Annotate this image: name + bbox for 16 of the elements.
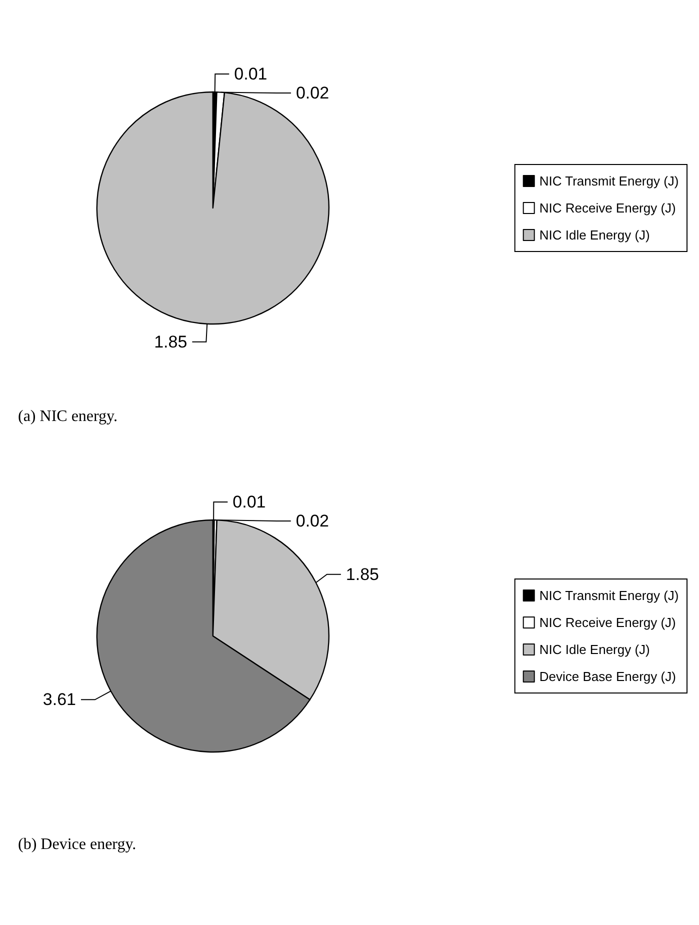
text: (b) Device energy. xyxy=(17,836,138,854)
legend-label: NIC Idle Energy (J) xyxy=(539,228,650,242)
text: (a) NIC energy. xyxy=(17,408,119,426)
legend-label: NIC Idle Energy (J) xyxy=(539,642,650,657)
legend-label: Device Base Energy (J) xyxy=(539,669,676,684)
legend-label: NIC Transmit Energy (J) xyxy=(539,588,679,603)
legend-label: NIC Receive Energy (J) xyxy=(539,200,676,216)
data-label: 0.02 xyxy=(296,512,329,530)
data-label: 0.01 xyxy=(234,64,268,84)
data-label: 0.02 xyxy=(296,84,330,103)
data-label: 0.01 xyxy=(232,492,266,512)
data-label: 1.85 xyxy=(154,332,188,352)
data-label: 3.61 xyxy=(42,690,76,710)
legend-label: NIC Receive Energy (J) xyxy=(539,615,676,630)
data-label: 1.85 xyxy=(346,564,380,584)
legend-label: NIC Transmit Energy (J) xyxy=(539,174,679,188)
